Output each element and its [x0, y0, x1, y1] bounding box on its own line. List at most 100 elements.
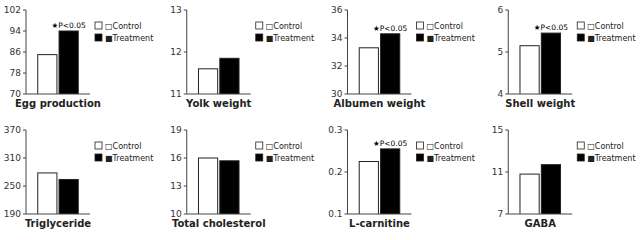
bar	[220, 58, 239, 94]
y-tick-label: 0.2	[328, 167, 342, 177]
bars	[359, 34, 400, 94]
bar	[541, 165, 560, 214]
legend: □Control ■Treatment	[256, 22, 314, 43]
panel: 71115GABA□Control■Treatment	[492, 125, 636, 240]
legend-label: □Control	[105, 22, 141, 31]
legend-label: □Control	[266, 142, 302, 151]
y-tick-label: 11	[170, 89, 181, 99]
bars	[520, 33, 561, 94]
bars	[198, 158, 239, 214]
y-tick	[23, 73, 26, 74]
legend: □Control■Treatment	[95, 142, 153, 163]
legend-swatch	[95, 154, 102, 161]
bar	[220, 161, 239, 214]
y-tick	[23, 10, 26, 11]
bar	[359, 162, 378, 215]
bar	[520, 46, 539, 94]
bar	[381, 34, 400, 94]
y-tick-label: 4	[498, 89, 504, 99]
y-tick	[505, 52, 508, 53]
y-tick	[345, 214, 348, 215]
x-axis	[508, 214, 572, 215]
annotation: ★P<0.05	[373, 139, 407, 148]
legend-label: ■Treatment	[266, 154, 314, 163]
y-tick	[345, 94, 348, 95]
y-tick-label: 0.1	[328, 209, 342, 219]
y-tick-label: 36	[331, 5, 343, 15]
legend-label: □Control	[427, 22, 463, 31]
x-axis	[348, 94, 412, 95]
y-tick-label: 11	[492, 167, 503, 177]
y-tick-label: 5	[498, 47, 504, 57]
bar	[59, 31, 78, 94]
legend-swatch	[577, 34, 584, 41]
y-tick	[505, 10, 508, 11]
legend-label: ■Treatment	[266, 34, 314, 43]
y-tick	[23, 186, 26, 187]
legend-label: ■Treatment	[587, 34, 635, 43]
legend-label: ■Treatment	[105, 154, 153, 163]
legend-swatch	[95, 34, 102, 41]
bars	[198, 58, 239, 94]
legend-swatch	[417, 22, 424, 29]
bar	[359, 48, 378, 94]
y-tick-label: 190	[4, 209, 21, 219]
y-tick-label: 13	[170, 181, 181, 191]
annotation: ★P<0.05	[534, 23, 568, 32]
y-tick-label: 86	[10, 47, 22, 57]
bars	[359, 149, 400, 214]
panel: 30323436★P<0.05Albumen weight□Control■Tr…	[331, 5, 475, 240]
bars	[38, 31, 79, 94]
legend-label: □Control	[587, 22, 623, 31]
y-tick	[184, 10, 187, 11]
y-axis	[347, 10, 348, 94]
y-tick-label: 19	[170, 125, 182, 135]
y-tick	[345, 10, 348, 11]
legend-swatch	[577, 22, 584, 29]
y-tick	[184, 130, 187, 131]
bar	[198, 158, 217, 214]
y-tick	[505, 94, 508, 95]
y-tick-label: 13	[170, 5, 181, 15]
legend-swatch	[256, 142, 263, 149]
y-tick	[345, 172, 348, 173]
legend-swatch	[417, 34, 424, 41]
y-tick-label: 12	[170, 47, 181, 57]
bars	[38, 173, 79, 214]
y-tick-label: 34	[331, 33, 343, 43]
x-label: Triglyceride	[25, 218, 91, 229]
y-tick	[184, 214, 187, 215]
panel: 10131619Total cholesterol□Control■Treatm…	[170, 125, 314, 240]
panel: 190250310370Triglyceride□Control■Treatme…	[4, 125, 153, 240]
legend: □Control ■Treatment	[256, 142, 314, 163]
legend-label: □Control	[266, 22, 302, 31]
y-tick	[345, 130, 348, 131]
y-tick	[23, 94, 26, 95]
x-label: GABA	[525, 218, 557, 229]
bar	[59, 179, 78, 214]
y-tick-label: 94	[10, 26, 22, 36]
y-tick	[184, 52, 187, 53]
y-tick	[23, 31, 26, 32]
y-tick-label: 370	[4, 125, 21, 135]
y-tick	[184, 158, 187, 159]
x-label: Egg production	[15, 98, 101, 109]
bar	[38, 55, 57, 94]
x-axis	[187, 94, 251, 95]
figure: 70788694102★P<0.05Egg production□Control…	[0, 0, 643, 240]
legend-label: ■Treatment	[427, 34, 475, 43]
x-label: Shell weight	[505, 98, 575, 109]
legend-label: □Control	[587, 142, 623, 151]
y-axis	[26, 130, 27, 214]
panel: 456★P<0.05Shell weight□Control■Treatment	[498, 5, 636, 240]
legend-swatch	[577, 154, 584, 161]
legend-swatch	[256, 154, 263, 161]
legend-swatch	[95, 142, 102, 149]
x-label: Yolk weight	[185, 98, 251, 109]
legend-swatch	[256, 34, 263, 41]
panel: 11 12 13 Yolk weight □Control ■Treatment	[170, 5, 314, 240]
y-tick-label: 250	[4, 181, 21, 191]
x-label: L-carnitine	[349, 218, 410, 229]
y-tick-label: 0.3	[328, 125, 342, 135]
y-tick-label: 16	[170, 153, 182, 163]
